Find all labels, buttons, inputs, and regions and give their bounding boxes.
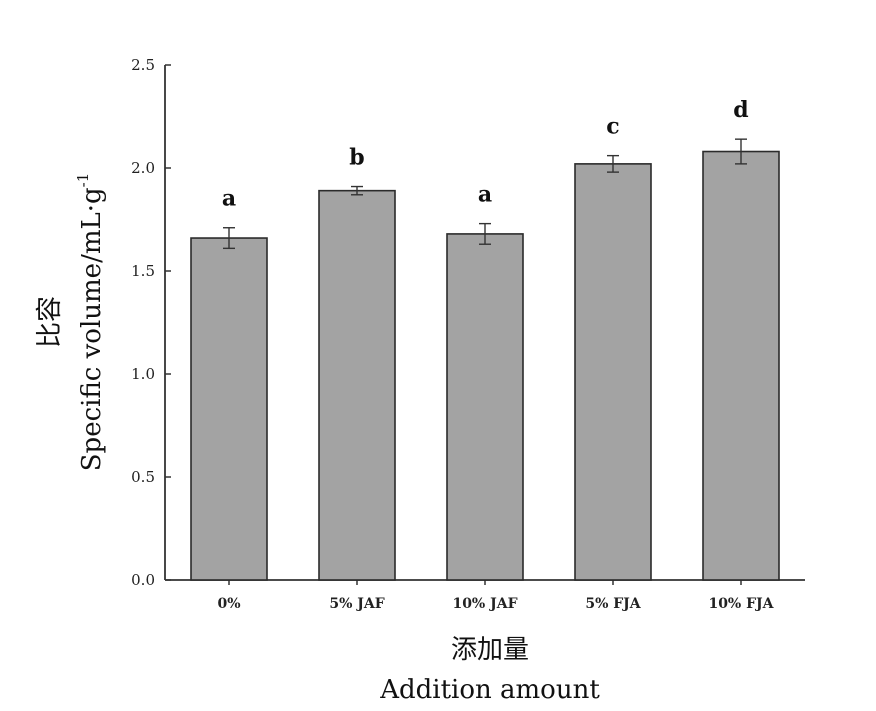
y-axis: 0.0 0.5 1.0 1.5 2.0 2.5 (131, 56, 171, 589)
x-axis-title-en: Addition amount (379, 675, 600, 705)
x-tick-label: 5% FJA (585, 596, 641, 612)
y-tick-label: 2.5 (131, 56, 155, 74)
y-tick-label: 1.5 (131, 262, 155, 280)
x-tick-label: 10% JAF (452, 596, 517, 612)
x-tick-label: 0% (217, 596, 240, 612)
y-axis-title-cn: 比容 (35, 296, 65, 348)
bar (574, 163, 652, 581)
significance-label: b (349, 145, 364, 171)
x-axis: 0% 5% JAF 10% JAF 5% FJA 10% FJA (165, 579, 805, 612)
y-axis-title-sup: -1 (74, 173, 92, 188)
significance-label: a (222, 186, 236, 212)
y-tick-label: 2.0 (131, 159, 155, 177)
x-axis-title-cn: 添加量 (451, 635, 529, 665)
y-tick-label: 1.0 (131, 365, 155, 383)
x-tick-label: 10% FJA (708, 596, 774, 612)
y-tick-label: 0.0 (131, 571, 155, 589)
significance-label: a (478, 182, 492, 208)
bars-group: a b a c d (190, 97, 780, 581)
x-tick-label: 5% JAF (329, 596, 384, 612)
y-axis-title-en-main: Specific volume/mL·g (77, 187, 107, 471)
bar (702, 150, 780, 581)
y-axis-title-en: Specific volume/mL·g-1 (74, 173, 107, 472)
bar (318, 189, 396, 581)
bar (190, 237, 268, 581)
y-tick-label: 0.5 (131, 468, 155, 486)
bar (446, 233, 524, 581)
significance-label: c (606, 114, 619, 140)
significance-label: d (733, 97, 748, 123)
